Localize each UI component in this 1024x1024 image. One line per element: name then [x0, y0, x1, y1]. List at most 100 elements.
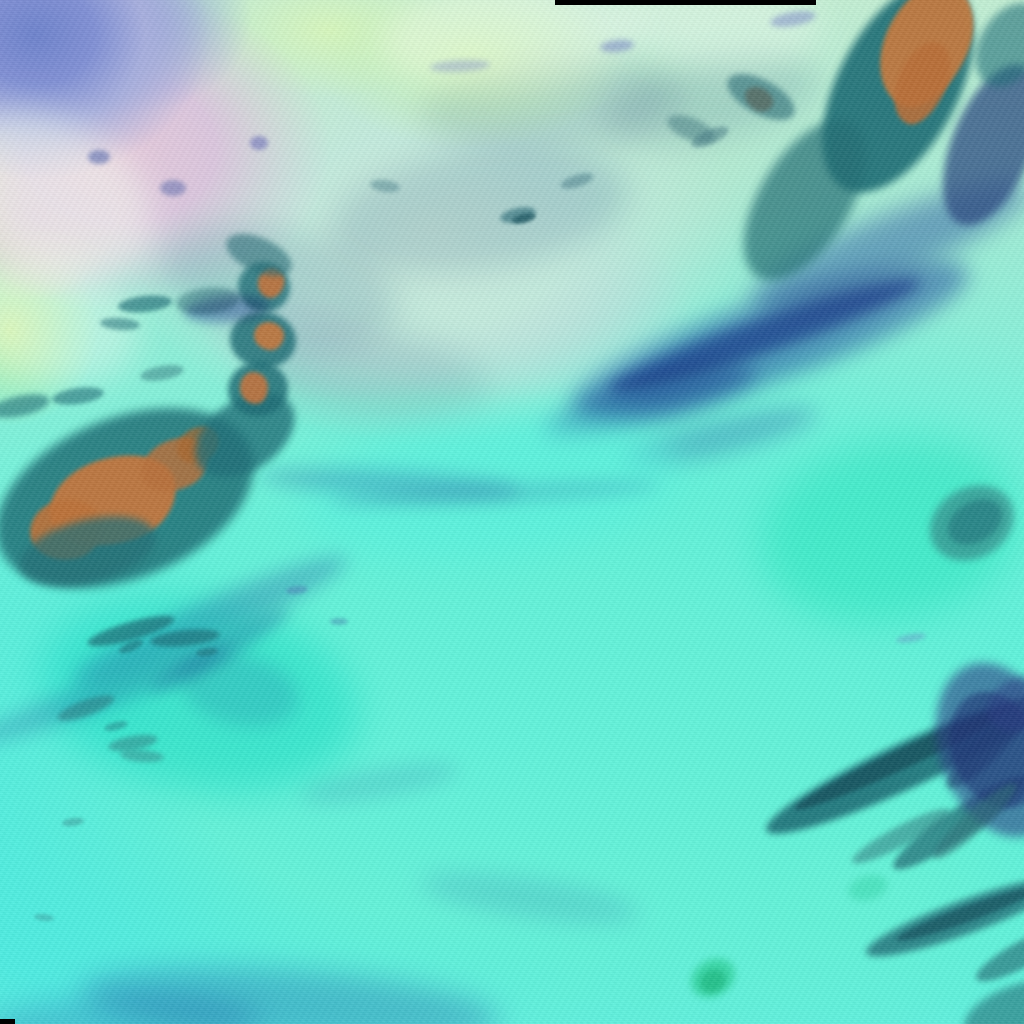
ridge-plateau-speck-d	[369, 177, 401, 195]
ice-lineation-c	[145, 601, 295, 701]
ridge-top-center-right-b	[663, 109, 719, 149]
snow-highlight-left-a	[0, 75, 183, 315]
ridge-left-margin-c	[51, 384, 105, 408]
ridge-lower-right-south	[860, 865, 1024, 969]
nunatak-chain-shadow	[183, 292, 271, 326]
glacier-flow-band-main	[558, 233, 982, 447]
ridge-mid-left-fleck-b	[195, 646, 219, 658]
ice-bright-patch-a	[292, 397, 688, 583]
ridge-left-margin-b	[99, 316, 141, 332]
ridge-nunatak-chain-halo-c	[225, 359, 291, 419]
ridge-left-cluster-halo	[0, 373, 281, 623]
ridge-lower-left-chain-b	[149, 626, 221, 650]
ice-bright-patch-c	[744, 414, 1024, 646]
ridge-left-cluster-ne-arm	[179, 375, 311, 495]
bedrock-upper-right-a	[860, 0, 992, 122]
ridge-right-edge-isolated-core	[939, 490, 1011, 554]
ridge-bottom-center-island-c	[845, 870, 891, 906]
ridge-lower-left-chain-d	[107, 731, 159, 755]
ridge-upper-right-tail	[719, 99, 891, 301]
ice-lineation-f	[0, 990, 261, 1024]
glacier-flow-band-upper	[739, 160, 1024, 330]
bedrock-nunatak-a	[254, 264, 288, 302]
ridge-lower-right-branch-b	[938, 691, 1024, 797]
ridge-mid-center-fleck-c	[103, 719, 129, 733]
bedrock-left-cluster-ne	[170, 419, 226, 471]
ridge-ice-fleck-far-right	[895, 631, 927, 645]
snow-highlight-top-right	[615, 0, 825, 81]
scene-description: False-color satellite remote-sensing sce…	[0, 0, 1, 1]
ridge-mid-center-fleck-b	[285, 584, 309, 596]
ridge-mid-center-fleck-a	[330, 618, 348, 625]
ridge-left-margin-a	[117, 293, 173, 315]
ridge-upper-right-far-east	[961, 0, 1024, 99]
ice-lineation-a	[64, 540, 356, 700]
ice-lineation-i	[259, 463, 521, 503]
bedrock-top-center-right	[740, 81, 778, 117]
ridge-lower-right-branch-a	[885, 765, 1024, 881]
bedrock-nunatak-c	[238, 371, 270, 405]
ice-lineation-h	[298, 756, 462, 810]
plateau-shadow-patch-c	[416, 48, 684, 162]
bedrock-upper-right-b	[882, 33, 962, 133]
ridge-lower-right-sw-spur	[847, 801, 955, 871]
ridge-right-edge-lower	[978, 666, 1024, 742]
ridge-plateau-speck-a	[498, 204, 538, 226]
plateau-shadow-patch-b	[151, 206, 409, 364]
ridge-left-margin-e	[139, 362, 185, 384]
glacier-flow-band-secondary	[618, 396, 822, 478]
ridge-bottom-right-corner	[956, 966, 1024, 1024]
ridge-left-cluster-sw-arm	[12, 503, 164, 599]
top-center-border-bar	[555, 0, 816, 5]
glacier-flow-band-lower-tail	[538, 350, 762, 454]
bedrock-left-cluster-east	[132, 427, 218, 503]
ice-lineation-b	[0, 633, 237, 757]
ridge-lower-right-east-mass	[912, 644, 1024, 856]
ridge-plateau-speck-i	[429, 58, 491, 74]
ridge-upper-right-main	[791, 0, 1005, 217]
ice-bright-patch-b	[25, 573, 375, 817]
ridge-nunatak-chain-west	[174, 284, 242, 318]
ridge-lower-right-south-branch	[970, 915, 1024, 991]
ridge-plateau-speck-e	[160, 180, 186, 196]
snow-highlight-left-b	[0, 235, 155, 405]
ridge-lower-right-long-core	[791, 698, 1017, 818]
ridge-nunatak-chain-halo-a	[232, 256, 296, 318]
ridge-lower-right-south-core	[893, 880, 1024, 948]
ice-lineation-g	[418, 864, 642, 932]
ridge-mid-left-fleck-d	[33, 912, 55, 923]
ice-lineation-e	[78, 955, 502, 1024]
bedrock-nunatak-b	[252, 320, 286, 352]
glacier-flow-band-main-core	[603, 265, 927, 405]
plateau-shadow-patch-e	[245, 317, 495, 433]
ridge-plateau-speck-b	[511, 211, 537, 226]
ridge-left-margin-d	[0, 389, 52, 423]
ice-lineation-d	[174, 643, 306, 737]
ridge-lower-left-chain-a	[85, 609, 177, 653]
ridge-nunatak-chain-north	[220, 225, 298, 285]
ridge-bottom-center-island-b	[696, 964, 730, 998]
ridge-mid-left-fleck-a	[117, 637, 145, 656]
bedrock-left-cluster-main	[37, 440, 189, 562]
plateau-shadow-patch-d	[594, 38, 826, 162]
plateau-shadow-patch-a	[323, 129, 637, 291]
ridge-plateau-speck-f	[88, 150, 110, 164]
ridge-lower-left-chain-c	[55, 690, 117, 726]
bottom-left-border-bar	[0, 1019, 15, 1024]
ridge-top-left-fleck	[250, 136, 268, 150]
ridge-bottom-center-island-a	[684, 950, 742, 1006]
ice-lineation-j	[329, 476, 661, 512]
bedrock-left-cluster-west	[24, 493, 108, 567]
ridge-lower-left-chain-e	[119, 748, 165, 764]
ridge-nunatak-chain-halo-b	[227, 308, 299, 372]
ridge-lower-right-long	[756, 678, 1024, 852]
ridge-plateau-speck-g	[599, 38, 635, 54]
ridge-lower-right-mid-spur	[926, 776, 1024, 866]
ridge-plateau-speck-h	[769, 8, 817, 30]
ridge-lower-right-east-speckle	[932, 677, 1024, 823]
